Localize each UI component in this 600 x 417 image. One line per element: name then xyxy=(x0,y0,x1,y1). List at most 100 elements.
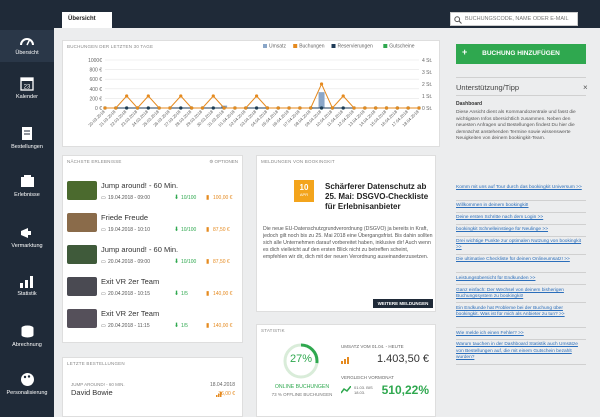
divider xyxy=(456,284,586,285)
event-name: Jump around! - 60 Min. xyxy=(101,245,179,254)
help-link[interactable]: Die ultimative Checkliste für deinen Onl… xyxy=(456,257,570,263)
tab-overview[interactable]: Übersicht xyxy=(62,12,112,28)
sidebar-item-orders[interactable]: Bestellungen xyxy=(0,126,54,156)
sidebar-item-label: Bestellungen xyxy=(11,144,43,150)
event-image xyxy=(67,213,97,232)
data-point xyxy=(395,106,399,110)
sidebar-item-statistics[interactable]: Statistik xyxy=(0,274,54,304)
data-point xyxy=(276,106,280,110)
revenue-value: 1.403,50 € xyxy=(377,353,429,365)
sidebar: Übersicht 23 Kalender Bestellungen Erleb… xyxy=(0,0,54,417)
statistics-icon xyxy=(20,276,33,288)
more-news-button[interactable]: WEITERE MELDUNGEN xyxy=(373,299,433,308)
event-name: Friede Freude xyxy=(101,213,149,222)
news-panel: MELDUNGEN VON BOOKINGKIT 10 APR Schärfer… xyxy=(256,155,436,312)
series-line-buchungen xyxy=(105,82,419,109)
news-body: Die neue EU-Datenschutzgrundverordnung (… xyxy=(263,226,433,260)
sidebar-item-label: Statistik xyxy=(17,291,37,297)
data-point xyxy=(341,94,345,98)
help-link[interactable]: Leistungsübersicht für Endkunden >> xyxy=(456,275,536,281)
data-point xyxy=(222,106,226,110)
sales-icon: ▮ xyxy=(206,259,210,265)
divider xyxy=(456,223,586,225)
sidebar-item-experiences[interactable]: Erlebnisse xyxy=(0,174,54,204)
help-link[interactable]: Willkommen in deinem bookingkit! xyxy=(456,203,529,209)
data-point xyxy=(384,106,389,110)
orders-icon xyxy=(22,127,32,140)
plus-icon: + xyxy=(462,47,468,57)
last-orders-title: LETZTE BESTELLUNGEN xyxy=(67,361,125,366)
divider xyxy=(456,272,586,274)
divider xyxy=(456,77,586,78)
event-row[interactable]: Jump around! - 60 Min. ▭ 19.04.2018 - 09:0… xyxy=(63,180,244,210)
event-image xyxy=(67,309,97,328)
event-bookings: 1/5 xyxy=(181,323,188,329)
close-icon[interactable]: × xyxy=(583,83,588,92)
order-amount: 36,00 € xyxy=(218,391,235,397)
help-link[interactable]: Drei wichtige Punkte zur optimalen Nutzu… xyxy=(456,239,582,251)
help-link[interactable]: Warum tauchen in der Dashboard Statistik… xyxy=(456,342,578,361)
help-link[interactable]: Wie melde ich einen Fehler? >> xyxy=(456,330,524,336)
event-bookings: 10/100 xyxy=(181,227,197,233)
bookings-chart: 1000€ 800 € 600 € 400 € 200 € 0 € 4 St. 3 St. 2 … xyxy=(87,44,432,128)
data-point xyxy=(125,94,129,98)
event-row[interactable]: Friede Freude ▭ 19.04.2018 - 10:10 ⬇ 10/100 ▮… xyxy=(63,212,244,242)
calendar-small-icon: ▭ xyxy=(101,227,106,233)
sidebar-item-label: Kalender xyxy=(15,94,39,100)
news-headline[interactable]: Schärferer Datenschutz ab 25. Mai: DSGVO… xyxy=(325,182,429,211)
dashboard-icon xyxy=(20,38,34,46)
y-tick-left: 1000€ xyxy=(88,58,102,64)
bookings-icon: ⬇ xyxy=(174,323,180,329)
data-point xyxy=(298,106,302,110)
event-sales: 87,50 € xyxy=(213,227,230,233)
event-row[interactable]: Exit VR 2er Team ▭ 20.04.2018 - 11:15 ⬇ 1/5 ▮… xyxy=(63,308,244,338)
event-image xyxy=(67,181,97,200)
event-row[interactable]: Jump around! - 60 Min. ▭ 20.04.2018 - 09:0… xyxy=(63,244,244,274)
help-link[interactable]: Deine ersten Schritte nach dem Login >> xyxy=(456,215,544,221)
y-tick-left: 0 € xyxy=(95,106,102,112)
sidebar-item-personalization[interactable]: Personalisierung xyxy=(0,372,54,402)
calendar-small-icon: ▭ xyxy=(101,323,106,329)
sidebar-item-billing[interactable]: Abrechnung xyxy=(0,324,54,354)
search-input[interactable]: BUCHUNGSCODE, NAME ODER E-MAIL xyxy=(450,12,578,26)
sidebar-item-overview[interactable]: Übersicht xyxy=(0,30,54,62)
data-point xyxy=(330,106,334,110)
event-bookings: 10/100 xyxy=(181,259,197,265)
sidebar-item-marketing[interactable]: Vermarktung xyxy=(0,226,54,256)
help-link[interactable]: Ganz einfach: Der Wechsel von deinem bis… xyxy=(456,287,564,299)
y-tick-left: 200 € xyxy=(89,96,102,102)
data-point xyxy=(146,106,150,110)
help-link[interactable]: Ein Endkunde hat Probleme bei der Buchun… xyxy=(456,305,565,318)
event-date: 20.04.2018 - 09:00 xyxy=(108,259,150,265)
online-percent: 27% xyxy=(289,353,313,365)
order-row[interactable]: JUMP AROUND! - 60 MIN. David Bowie 18.04… xyxy=(71,382,241,402)
divider xyxy=(456,199,586,201)
news-title: MELDUNGEN VON BOOKINGKIT xyxy=(261,159,335,164)
divider xyxy=(456,338,586,340)
sidebar-item-label: Übersicht xyxy=(15,50,39,56)
help-link[interactable]: bookingkit Schnelleinstiege für Neulinge… xyxy=(456,227,549,233)
calendar-small-icon: ▭ xyxy=(101,291,106,297)
divider xyxy=(456,211,586,213)
sales-icon: ▮ xyxy=(206,195,210,201)
stats-panel: STATISTIK 27% ONLINE BUCHUNGEN 73 % OFFL… xyxy=(256,324,436,417)
legend-swatch xyxy=(263,44,267,48)
data-point xyxy=(157,106,161,110)
chart-title: BUCHUNGEN DER LETZTEN 30 TAGE xyxy=(67,44,154,49)
event-sales: 100,00 € xyxy=(213,195,233,201)
event-date: 20.04.2018 - 10:15 xyxy=(108,291,150,297)
legend-swatch xyxy=(383,44,388,48)
data-point xyxy=(244,106,248,110)
trend-icon xyxy=(341,386,351,394)
data-point xyxy=(168,106,172,110)
event-name: Exit VR 2er Team xyxy=(101,309,160,318)
event-row[interactable]: Exit VR 2er Team ▭ 20.04.2018 - 10:15 ⬇ 1/5 ▮… xyxy=(63,276,244,306)
event-image xyxy=(67,245,97,264)
options-button[interactable]: ⚙ OPTIONEN xyxy=(209,159,238,164)
options-label: OPTIONEN xyxy=(214,159,238,164)
data-point xyxy=(200,106,205,110)
event-date: 19.04.2018 - 09:00 xyxy=(108,195,150,201)
help-link[interactable]: Komm mit uns auf Tour durch das bookingk… xyxy=(456,185,582,190)
sidebar-item-calendar[interactable]: 23 Kalender xyxy=(0,76,54,106)
add-booking-button[interactable]: + BUCHUNG HINZUFÜGEN xyxy=(456,44,586,64)
